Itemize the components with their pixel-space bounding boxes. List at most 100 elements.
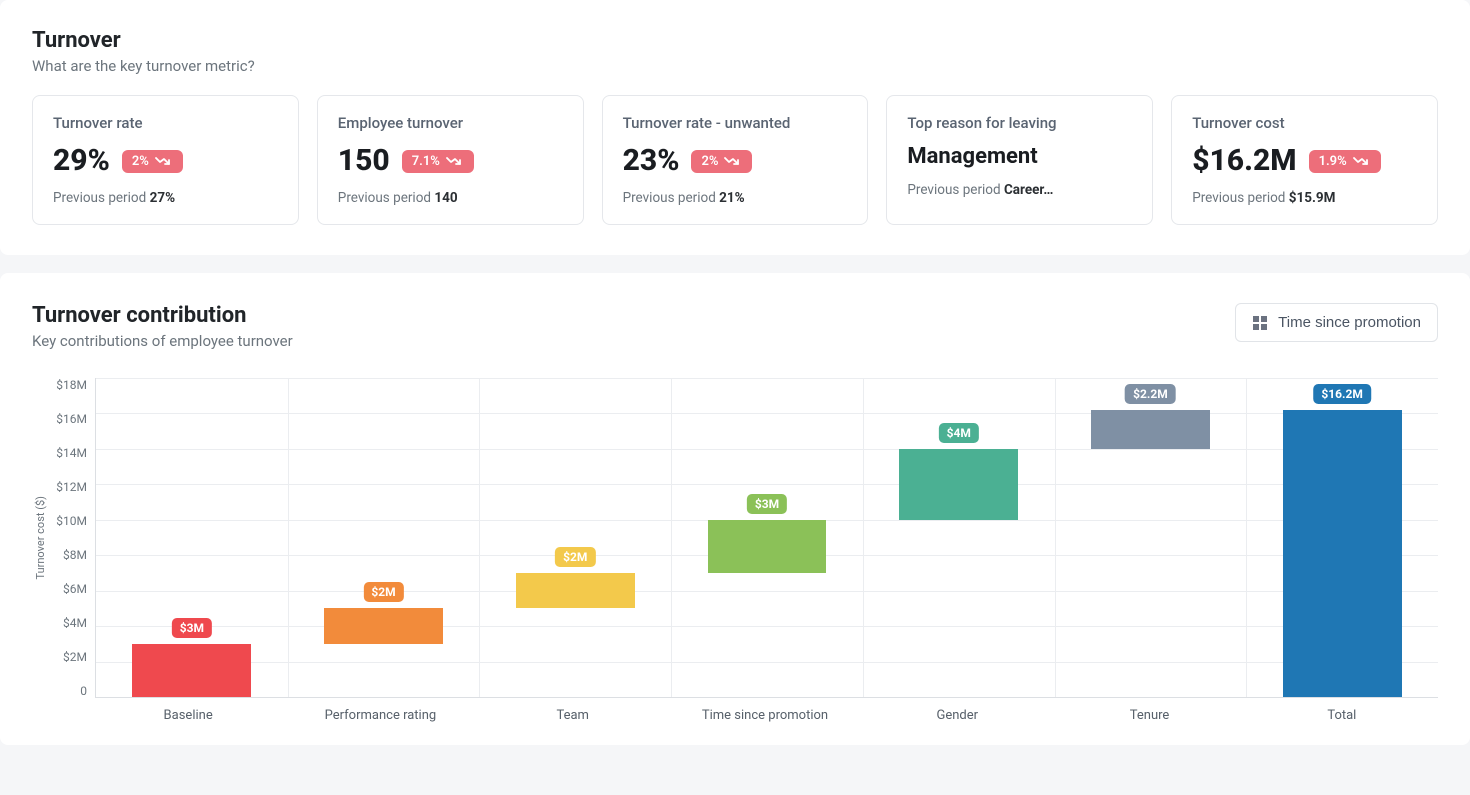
gridline-horizontal (96, 484, 1438, 485)
trend-down-icon (1353, 155, 1371, 167)
gridline-horizontal (96, 662, 1438, 663)
previous-value: 27% (150, 190, 175, 206)
metric-value-row: Management (907, 146, 1132, 168)
y-tick-label: $18M (56, 378, 87, 392)
y-axis-ticks: $18M $16M $14M $12M $10M $8M $6M $4M $2M 0 (47, 378, 95, 698)
delta-value: 1.9% (1319, 155, 1347, 168)
x-axis-ticks: BaselinePerformance ratingTeamTime since… (92, 708, 1438, 723)
metric-card[interactable]: Turnover cost $16.2M 1.9% Previous period $… (1171, 95, 1438, 225)
metric-card[interactable]: Turnover rate - unwanted 23% 2% Previous pe… (602, 95, 869, 225)
delta-badge: 7.1% (402, 150, 474, 173)
metric-value: $16.2M (1192, 146, 1296, 176)
waterfall-chart: Turnover cost ($) $18M $16M $14M $12M $10M $8… (32, 378, 1438, 698)
trend-down-icon (155, 155, 173, 167)
delta-badge: 2% (691, 150, 752, 173)
bar-value-label: $16.2M (1313, 384, 1371, 404)
metric-label: Turnover rate (53, 114, 278, 132)
y-tick-label: $8M (63, 548, 87, 562)
breakdown-selector-button[interactable]: Time since promotion (1235, 303, 1438, 342)
previous-period: Previous period 140 (338, 190, 563, 206)
metric-label: Employee turnover (338, 114, 563, 132)
metric-card[interactable]: Employee turnover 150 7.1% Previous period … (317, 95, 584, 225)
previous-value: Career… (1004, 182, 1053, 198)
delta-value: 2% (701, 155, 718, 168)
section-subtitle: Key contributions of employee turnover (32, 332, 293, 350)
gridline-horizontal (96, 591, 1438, 592)
turnover-contribution-panel: Turnover contribution Key contributions … (0, 273, 1470, 745)
bar-value-label: $3M (747, 494, 787, 514)
delta-badge: 1.9% (1309, 150, 1381, 173)
section-title: Turnover contribution (32, 303, 293, 328)
x-tick-label: Baseline (92, 708, 284, 723)
metric-label: Turnover cost (1192, 114, 1417, 132)
y-tick-label: $2M (63, 650, 87, 664)
gridline-horizontal (96, 378, 1438, 379)
metric-card[interactable]: Top reason for leaving Management Previous… (886, 95, 1153, 225)
trend-down-icon (446, 155, 464, 167)
trend-down-icon (724, 155, 742, 167)
previous-period: Previous period $15.9M (1192, 190, 1417, 206)
bar-value-label: $3M (172, 618, 212, 638)
y-tick-label: 0 (80, 684, 87, 698)
bar-value-label: $2.2M (1125, 384, 1176, 404)
waterfall-bar[interactable]: $4M (899, 449, 1018, 520)
section-subtitle: What are the key turnover metric? (32, 57, 1438, 75)
gridline-vertical (288, 378, 289, 697)
waterfall-bar[interactable]: $3M (132, 644, 251, 697)
y-tick-label: $12M (56, 480, 87, 494)
metric-label: Top reason for leaving (907, 114, 1132, 132)
y-tick-label: $16M (56, 412, 87, 426)
metric-value: 150 (338, 146, 390, 176)
y-tick-label: $10M (56, 514, 87, 528)
metric-value-row: 29% 2% (53, 146, 278, 176)
x-tick-label: Tenure (1053, 708, 1245, 723)
gridline-horizontal (96, 413, 1438, 414)
metric-label: Turnover rate - unwanted (623, 114, 848, 132)
chart-plot-area: $3M $2M $2M $3M $4M $2.2M $16.2M (95, 378, 1438, 698)
previous-label: Previous period (623, 190, 720, 206)
turnover-summary-panel: Turnover What are the key turnover metri… (0, 0, 1470, 255)
previous-period: Previous period 21% (623, 190, 848, 206)
y-axis-label: Turnover cost ($) (32, 496, 47, 579)
metric-value: Management (907, 146, 1037, 168)
previous-value: 140 (434, 190, 457, 206)
gridline-horizontal (96, 449, 1438, 450)
gridline-vertical (479, 378, 480, 697)
previous-period: Previous period Career… (907, 182, 1132, 198)
waterfall-bar[interactable]: $3M (708, 520, 827, 573)
x-tick-label: Total (1246, 708, 1438, 723)
x-tick-label: Gender (861, 708, 1053, 723)
waterfall-bar[interactable]: $2M (516, 573, 635, 608)
previous-period: Previous period 27% (53, 190, 278, 206)
y-tick-label: $14M (56, 446, 87, 460)
delta-value: 7.1% (412, 155, 440, 168)
bar-value-label: $2M (363, 582, 403, 602)
x-tick-label: Team (477, 708, 669, 723)
metric-card[interactable]: Turnover rate 29% 2% Previous period 27% (32, 95, 299, 225)
previous-value: 21% (719, 190, 744, 206)
previous-value: $15.9M (1289, 190, 1336, 206)
y-tick-label: $6M (63, 582, 87, 596)
waterfall-bar[interactable]: $2M (324, 608, 443, 643)
waterfall-bar[interactable]: $16.2M (1283, 410, 1402, 697)
bar-value-label: $2M (555, 547, 595, 567)
bar-value-label: $4M (939, 423, 979, 443)
gridline-vertical (1246, 378, 1247, 697)
metric-value: 29% (53, 146, 110, 176)
previous-label: Previous period (907, 182, 1004, 198)
delta-badge: 2% (122, 150, 183, 173)
gridline-vertical (671, 378, 672, 697)
x-tick-label: Time since promotion (669, 708, 861, 723)
previous-label: Previous period (338, 190, 435, 206)
metric-value-row: 23% 2% (623, 146, 848, 176)
metric-value-row: 150 7.1% (338, 146, 563, 176)
breakdown-selector-label: Time since promotion (1278, 314, 1421, 331)
metric-cards-row: Turnover rate 29% 2% Previous period 27% Emp… (32, 95, 1438, 225)
waterfall-bar[interactable]: $2.2M (1091, 410, 1210, 449)
gridline-vertical (863, 378, 864, 697)
delta-value: 2% (132, 155, 149, 168)
grid-icon (1252, 315, 1268, 331)
y-tick-label: $4M (63, 616, 87, 630)
metric-value-row: $16.2M 1.9% (1192, 146, 1417, 176)
metric-value: 23% (623, 146, 680, 176)
